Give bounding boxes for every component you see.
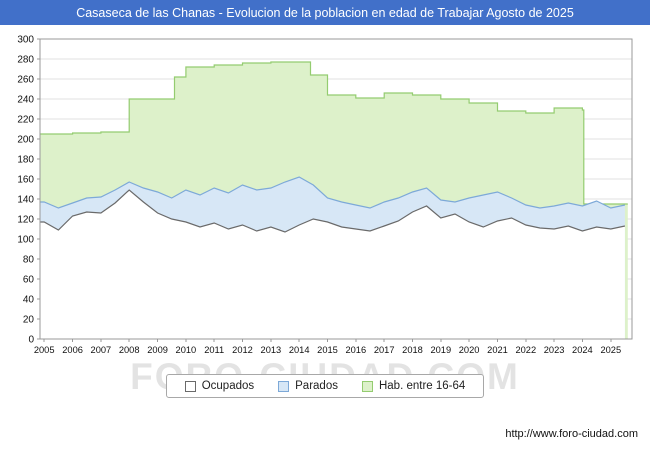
plot-border (39, 38, 633, 340)
svg-text:280: 280 (17, 55, 34, 66)
legend-label-hab: Hab. entre 16-64 (378, 380, 466, 392)
chart-legend: Ocupados Parados Hab. entre 16-64 (165, 374, 485, 398)
svg-text:2025: 2025 (600, 345, 621, 355)
ocupados-area (40, 190, 625, 339)
svg-text:160: 160 (17, 175, 34, 186)
svg-text:2015: 2015 (317, 345, 338, 355)
svg-text:140: 140 (17, 195, 34, 206)
svg-text:0: 0 (28, 335, 34, 346)
x-axis-labels: 2005 2006 2007 2008 2009 2010 2011 2012 2013 2014… (34, 339, 621, 355)
svg-text:2007: 2007 (91, 345, 112, 355)
legend-label-ocupados: Ocupados (201, 380, 255, 392)
svg-text:200: 200 (17, 135, 34, 146)
parados-swatch-icon (278, 380, 290, 392)
svg-text:260: 260 (17, 75, 34, 86)
svg-text:120: 120 (17, 215, 34, 226)
y-axis-labels: 0 20 40 60 80 100 120 140 160 180 200 220 240 260 280 3… (17, 35, 40, 346)
legend-label-parados: Parados (295, 380, 338, 392)
site-url: http://www.foro-ciudad.com (505, 428, 638, 440)
hab-16-64-line (40, 61, 628, 205)
svg-text:2013: 2013 (261, 345, 282, 355)
legend-item-parados: Parados (278, 380, 338, 392)
hab-swatch-icon (361, 380, 373, 392)
svg-text:80: 80 (23, 255, 35, 266)
svg-text:2016: 2016 (345, 345, 366, 355)
svg-text:60: 60 (23, 275, 35, 286)
svg-text:180: 180 (17, 155, 34, 166)
svg-text:2020: 2020 (459, 345, 480, 355)
svg-text:2005: 2005 (34, 345, 55, 355)
svg-text:100: 100 (17, 235, 34, 246)
svg-text:2011: 2011 (204, 345, 224, 355)
svg-text:2006: 2006 (62, 345, 83, 355)
svg-text:2017: 2017 (374, 345, 395, 355)
svg-text:300: 300 (17, 35, 34, 46)
svg-text:240: 240 (17, 95, 34, 106)
svg-text:2024: 2024 (572, 345, 593, 355)
ocupados-swatch-icon (184, 380, 196, 392)
svg-text:20: 20 (23, 315, 35, 326)
svg-text:2018: 2018 (402, 345, 423, 355)
svg-text:2009: 2009 (147, 345, 168, 355)
svg-text:2019: 2019 (430, 345, 451, 355)
ocupados-line (40, 189, 626, 233)
svg-text:2023: 2023 (544, 345, 565, 355)
parados-line (40, 176, 626, 209)
svg-text:2008: 2008 (119, 345, 140, 355)
chart-title: Casaseca de las Chanas - Evolucion de la… (76, 5, 574, 20)
svg-text:2012: 2012 (232, 345, 253, 355)
svg-text:40: 40 (23, 295, 35, 306)
svg-text:2021: 2021 (487, 345, 508, 355)
svg-text:220: 220 (17, 115, 34, 126)
svg-text:2010: 2010 (176, 345, 197, 355)
svg-text:2014: 2014 (289, 345, 310, 355)
legend-item-ocupados: Ocupados (184, 380, 255, 392)
population-area-chart: 0 20 40 60 80 100 120 140 160 180 200 220 240 260 280 3… (17, 35, 633, 355)
legend-wrap: Ocupados Parados Hab. entre 16-64 (0, 374, 650, 398)
svg-text:2022: 2022 (515, 345, 536, 355)
title-bar: Casaseca de las Chanas - Evolucion de la… (0, 0, 650, 25)
legend-item-hab: Hab. entre 16-64 (361, 380, 466, 392)
